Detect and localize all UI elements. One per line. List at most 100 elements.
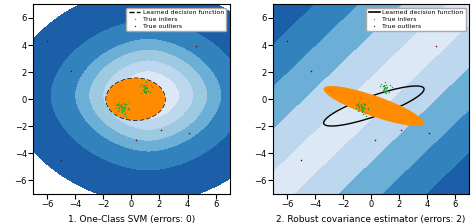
Point [361, 112, 368, 115]
Point [383, 87, 390, 90]
Point [143, 85, 151, 89]
Point [137, 83, 145, 86]
Point [141, 90, 149, 93]
Point [376, 85, 383, 88]
Point [136, 85, 144, 88]
Point [383, 85, 390, 89]
Point [358, 105, 366, 109]
Point [143, 87, 150, 90]
Point [357, 104, 365, 108]
Point [143, 87, 150, 90]
Point [118, 108, 126, 111]
Point [381, 86, 388, 89]
Ellipse shape [106, 78, 165, 120]
Point [141, 86, 148, 90]
Point [382, 81, 389, 84]
Point [141, 86, 149, 89]
Point [57, 158, 65, 162]
Point [382, 83, 390, 86]
Point [115, 103, 122, 106]
Point [379, 85, 387, 88]
Point [381, 89, 388, 93]
Point [132, 138, 139, 142]
Point [115, 106, 123, 109]
Point [359, 106, 366, 109]
Point [355, 106, 363, 109]
Point [362, 114, 369, 118]
Point [355, 100, 363, 104]
Point [44, 39, 51, 43]
Point [118, 108, 126, 112]
Point [143, 86, 150, 90]
Point [157, 129, 164, 132]
Point [125, 107, 132, 110]
Point [381, 86, 388, 89]
Point [359, 109, 367, 113]
Point [141, 89, 148, 93]
Point [142, 85, 149, 89]
Point [360, 105, 367, 109]
Point [377, 91, 385, 94]
Point [117, 104, 125, 108]
Point [359, 101, 367, 105]
Point [283, 39, 291, 43]
Point [117, 102, 125, 106]
Point [364, 107, 372, 111]
Point [117, 103, 125, 106]
Point [360, 108, 367, 112]
Point [120, 108, 128, 112]
Point [357, 107, 365, 110]
Point [185, 131, 193, 135]
Point [384, 89, 392, 93]
Point [382, 87, 390, 90]
Point [352, 103, 360, 107]
Point [142, 81, 149, 84]
Point [114, 110, 122, 113]
Point [354, 102, 362, 106]
Point [125, 107, 132, 111]
Point [141, 87, 148, 91]
Point [297, 158, 305, 162]
Point [377, 83, 385, 86]
Point [118, 106, 126, 110]
Point [382, 86, 390, 90]
Point [379, 85, 387, 88]
Point [380, 89, 388, 92]
Point [380, 85, 387, 88]
Point [142, 86, 150, 90]
Point [362, 102, 369, 105]
Point [112, 103, 120, 107]
Point [148, 85, 156, 89]
Point [140, 85, 148, 88]
Point [357, 103, 365, 106]
Point [365, 100, 373, 104]
Point [140, 84, 148, 87]
Point [140, 89, 148, 92]
Point [137, 91, 145, 94]
Point [357, 105, 365, 108]
Point [356, 104, 363, 108]
Point [383, 86, 390, 90]
Point [116, 108, 123, 112]
Point [380, 86, 388, 90]
Point [361, 103, 368, 107]
Point [358, 108, 365, 112]
Point [145, 89, 152, 93]
Point [119, 101, 127, 105]
Point [425, 131, 432, 135]
Point [388, 85, 396, 89]
Point [118, 105, 125, 108]
Point [120, 107, 128, 110]
Point [353, 102, 360, 106]
Point [380, 90, 387, 94]
Point [360, 107, 367, 110]
Point [358, 111, 365, 114]
Point [354, 110, 361, 113]
Point [112, 107, 120, 110]
Point [352, 107, 360, 110]
Point [382, 91, 389, 95]
Point [142, 91, 150, 95]
Point [381, 90, 389, 93]
Point [140, 88, 148, 92]
Point [385, 90, 393, 93]
